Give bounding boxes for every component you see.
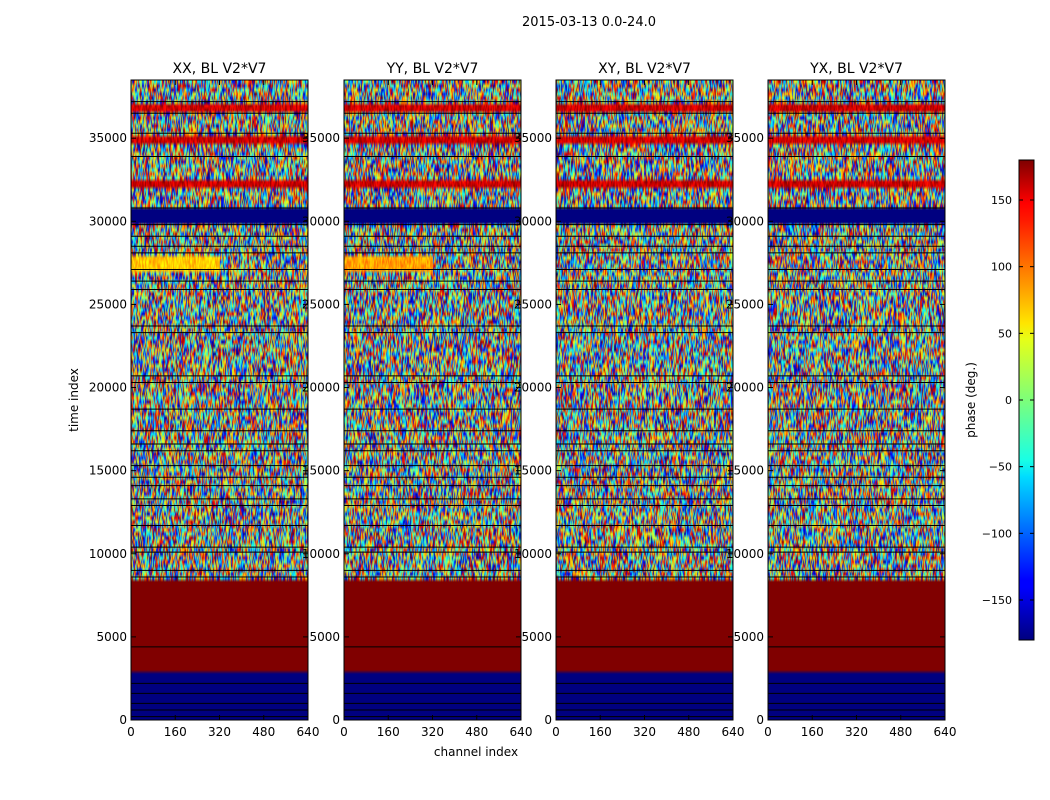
colorbar-tick-label: 150 [991, 194, 1012, 207]
y-tick-label: 20000 [89, 381, 127, 395]
heatmap-image-yx [768, 80, 945, 720]
x-tick-label: 320 [208, 725, 231, 739]
y-tick-label: 30000 [89, 214, 127, 228]
y-tick-label: 5000 [733, 630, 764, 644]
y-tick-label: 0 [756, 713, 764, 727]
y-tick-label: 25000 [89, 297, 127, 311]
x-tick-label: 320 [421, 725, 444, 739]
x-axis-label: channel index [434, 745, 518, 759]
colorbar-tick-label: 0 [1005, 394, 1012, 407]
y-tick-label: 25000 [514, 297, 552, 311]
y-tick-label: 0 [119, 713, 127, 727]
y-tick-label: 25000 [726, 297, 764, 311]
y-tick-label: 5000 [521, 630, 552, 644]
y-tick-label: 10000 [726, 547, 764, 561]
x-tick-label: 640 [297, 725, 320, 739]
y-tick-label: 10000 [89, 547, 127, 561]
panels-group: XX, BL V2*V7 0 160 320 480 640 0 5000 10000 15000… [89, 61, 957, 739]
y-tick-label: 25000 [302, 297, 340, 311]
y-tick-label: 10000 [514, 547, 552, 561]
x-tick-label: 640 [934, 725, 957, 739]
x-tick-label: 0 [764, 725, 772, 739]
x-tick-label: 320 [633, 725, 656, 739]
x-tick-label: 0 [340, 725, 348, 739]
heatmap-image-xy [556, 80, 733, 720]
heatmap-image-xx [131, 80, 308, 720]
y-tick-label: 5000 [309, 630, 340, 644]
colorbar-tick-label: 100 [991, 261, 1012, 274]
y-tick-label: 15000 [726, 464, 764, 478]
y-tick-label: 0 [544, 713, 552, 727]
y-tick-label: 30000 [726, 214, 764, 228]
y-tick-label: 10000 [302, 547, 340, 561]
y-tick-label: 0 [332, 713, 340, 727]
x-tick-label: 480 [889, 725, 912, 739]
y-tick-label: 15000 [514, 464, 552, 478]
x-tick-label: 0 [127, 725, 135, 739]
colorbar-label: phase (deg.) [964, 362, 978, 438]
y-tick-label: 15000 [89, 464, 127, 478]
x-tick-label: 160 [589, 725, 612, 739]
heatmap-image-yy [344, 80, 521, 720]
colorbar-tick-label: −100 [982, 527, 1012, 540]
x-tick-label: 320 [845, 725, 868, 739]
colorbar-tick-label: −150 [982, 594, 1012, 607]
y-tick-label: 30000 [514, 214, 552, 228]
x-tick-label: 160 [377, 725, 400, 739]
x-tick-label: 640 [510, 725, 533, 739]
x-tick-label: 0 [552, 725, 560, 739]
panel-xy: XY, BL V2*V7 0 160 320 480 640 0 5000 10000 15000… [514, 61, 745, 739]
y-tick-label: 20000 [514, 381, 552, 395]
panel-title: YY, BL V2*V7 [386, 61, 479, 77]
panel-yy: YY, BL V2*V7 0 160 320 480 640 0 5000 10000 15000… [302, 61, 533, 739]
y-tick-label: 35000 [89, 131, 127, 145]
y-tick-label: 35000 [726, 131, 764, 145]
y-tick-label: 20000 [726, 381, 764, 395]
y-tick-label: 30000 [302, 214, 340, 228]
x-tick-label: 480 [465, 725, 488, 739]
x-tick-label: 480 [252, 725, 275, 739]
colorbar-tick-label: −50 [989, 461, 1012, 474]
colorbar-ticks: 150 100 50 0 −50 −100 −150 [982, 194, 1034, 607]
x-tick-label: 160 [164, 725, 187, 739]
x-tick-label: 640 [722, 725, 745, 739]
colorbar-tick-label: 50 [998, 327, 1012, 340]
x-tick-label: 160 [801, 725, 824, 739]
panel-title: XX, BL V2*V7 [173, 61, 267, 77]
panel-title: YX, BL V2*V7 [809, 61, 903, 77]
panel-title: XY, BL V2*V7 [598, 61, 691, 77]
y-tick-label: 35000 [302, 131, 340, 145]
panel-yx: YX, BL V2*V7 0 160 320 480 640 0 5000 10000 15000… [726, 61, 957, 739]
panel-xx: XX, BL V2*V7 0 160 320 480 640 0 5000 10000 15000… [89, 61, 320, 739]
x-tick-label: 480 [677, 725, 700, 739]
y-axis-label: time index [67, 368, 81, 432]
colorbar: 150 100 50 0 −50 −100 −150 phase (deg.) [964, 159, 1035, 641]
figure-suptitle: 2015-03-13 0.0-24.0 [522, 15, 656, 30]
y-tick-label: 5000 [96, 630, 127, 644]
y-tick-label: 15000 [302, 464, 340, 478]
y-tick-label: 35000 [514, 131, 552, 145]
y-tick-label: 20000 [302, 381, 340, 395]
